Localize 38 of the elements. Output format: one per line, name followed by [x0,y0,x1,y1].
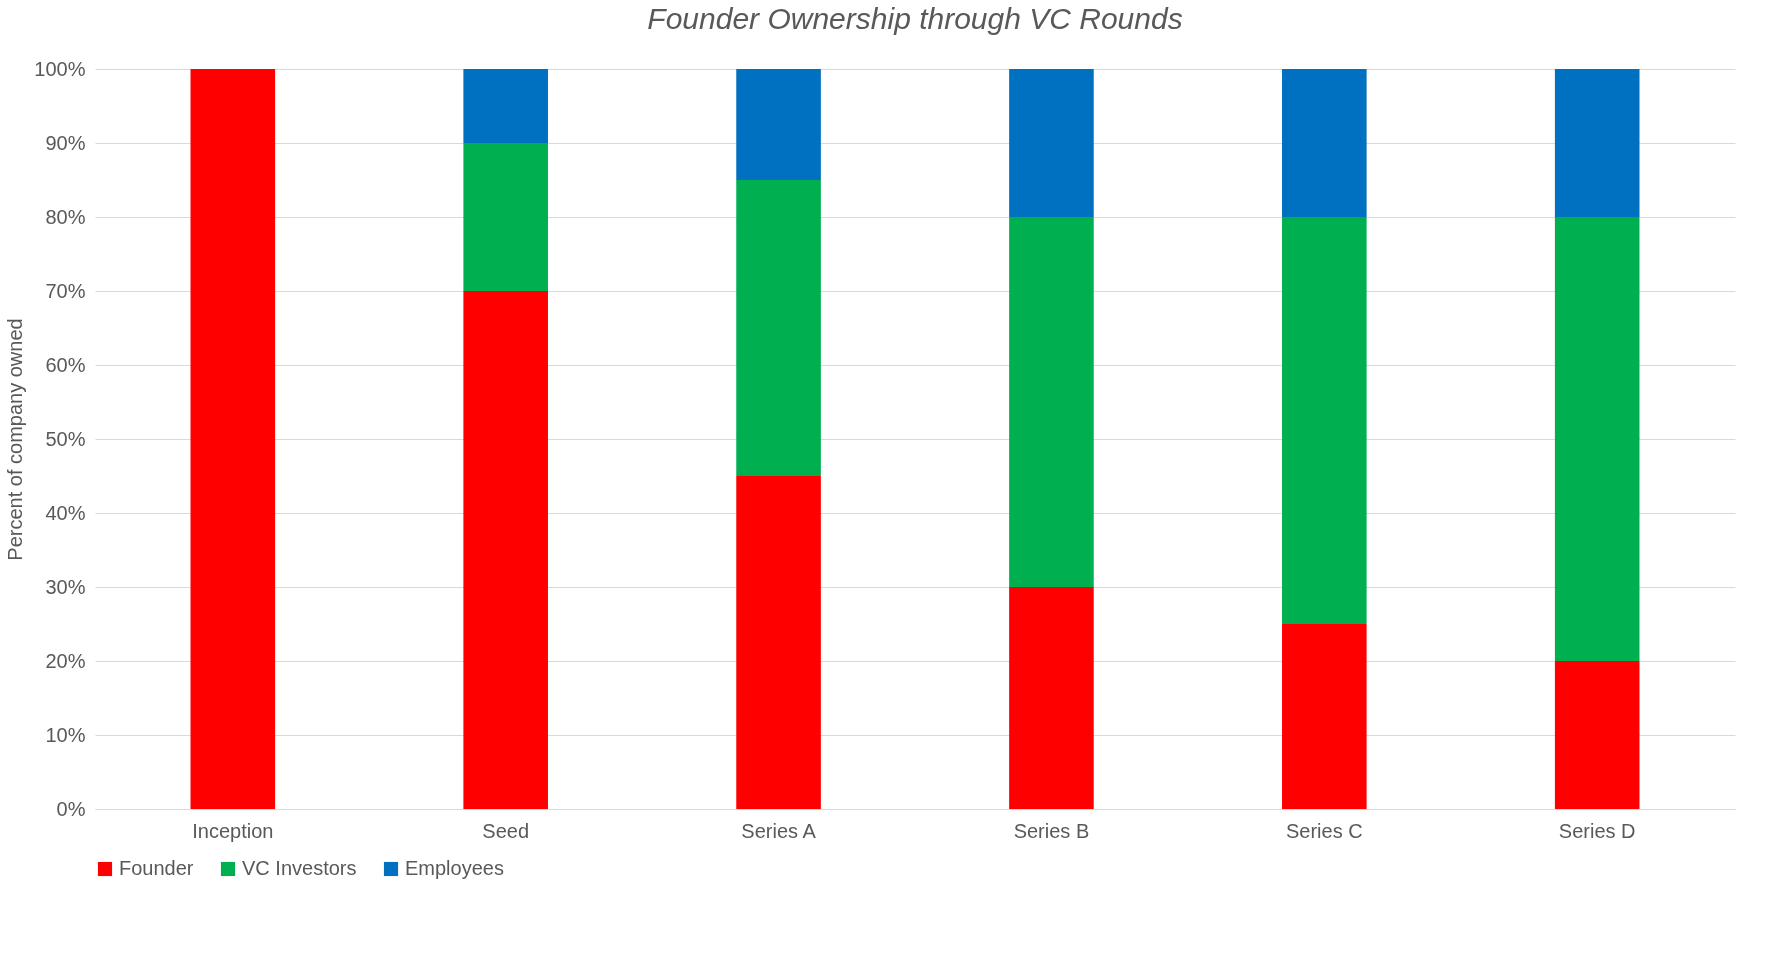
bar [1554,217,1640,661]
x-tick-label: Series B [1013,819,1090,842]
bar [736,180,821,476]
y-tick-label: 40% [45,501,86,524]
bar [736,69,821,180]
bar [190,69,276,809]
x-tick-label: Series A [741,819,817,842]
y-tick-label: 90% [45,131,86,154]
bar [736,476,821,809]
bar [1554,661,1640,809]
bar [1554,69,1640,217]
bar [463,69,548,143]
y-tick-label: 30% [45,575,86,598]
bar [1282,624,1367,809]
legend-label: Employees [405,857,504,879]
y-tick-label: 10% [45,723,86,746]
x-tick-label: Seed [482,819,530,842]
x-tick-label: Inception [192,819,274,842]
y-axis-title: Percent of company owned [4,318,27,561]
chart-title: Founder Ownership through VC Rounds [647,2,1183,35]
bar [1009,217,1094,587]
bar [463,291,548,809]
x-tick-label: Series C [1285,819,1363,842]
y-tick-label: 80% [45,205,86,228]
y-tick-label: 20% [45,649,86,672]
bar [1009,69,1094,217]
x-tick-label: Series D [1558,819,1636,842]
y-tick-label: 70% [45,279,86,302]
legend-label: VC Investors [242,857,357,879]
y-tick-label: 50% [45,427,86,450]
bar [463,143,548,291]
bar [1009,587,1094,809]
bar [1282,69,1367,217]
bar [1282,217,1367,624]
y-tick-label: 0% [56,797,86,820]
y-tick-label: 60% [45,353,86,376]
y-tick-label: 100% [34,57,86,80]
legend-label: Founder [119,857,194,879]
